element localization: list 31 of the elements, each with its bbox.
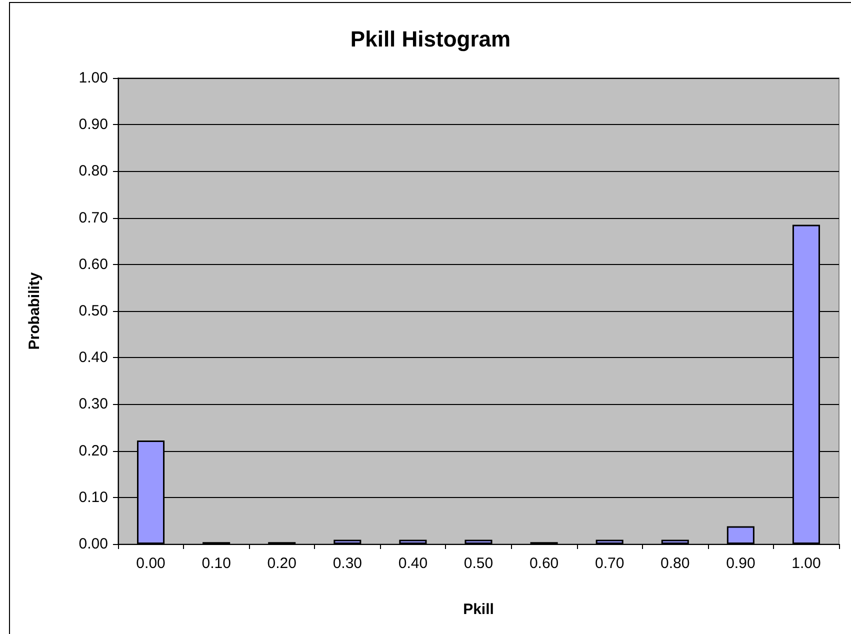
- x-tick-label: 0.90: [726, 555, 756, 572]
- x-tick-label: 1.00: [792, 555, 821, 572]
- bar: [464, 540, 492, 544]
- x-tick-label: 0.70: [594, 555, 624, 572]
- chart-title: Pkill Histogram: [350, 26, 511, 52]
- x-tick-label: 0.50: [464, 555, 494, 572]
- bar: [399, 540, 427, 544]
- x-tick-label: 0.60: [529, 555, 559, 572]
- x-tick-label: 0.40: [398, 555, 428, 572]
- bar: [726, 526, 754, 544]
- x-tick-label: 0.10: [202, 555, 231, 572]
- bar: [661, 540, 689, 544]
- y-tick-label: 0.20: [78, 442, 108, 460]
- y-tick-label: 0.80: [78, 162, 108, 180]
- x-tick-label: 0.30: [332, 555, 362, 572]
- bar: [334, 540, 362, 544]
- y-axis-title: Probability: [26, 272, 43, 350]
- x-tick-label: 0.00: [136, 555, 166, 572]
- y-tick-label: 0.30: [78, 396, 108, 413]
- bar: [596, 540, 624, 544]
- y-tick-label: 0.40: [78, 349, 108, 366]
- y-tick-label: 0.50: [78, 302, 108, 320]
- y-tick-label: 0.90: [78, 116, 108, 134]
- y-tick-label: 0.70: [78, 209, 108, 226]
- y-tick-label: 0.10: [78, 488, 108, 506]
- x-axis-title: Pkill: [463, 601, 494, 618]
- x-tick-label: 0.20: [267, 555, 296, 572]
- y-tick-label: 1.00: [78, 70, 108, 86]
- y-tick-label: 0.60: [78, 256, 108, 273]
- y-tick-label: 0.00: [78, 536, 108, 552]
- x-tick-label: 0.80: [660, 555, 690, 572]
